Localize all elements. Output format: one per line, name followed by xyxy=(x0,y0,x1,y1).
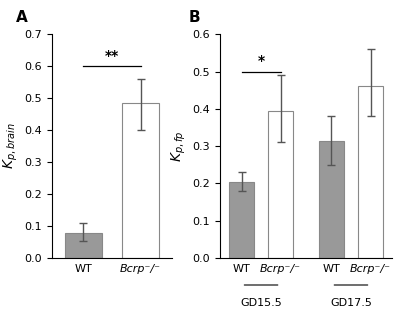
Y-axis label: $K_{p,fp}$: $K_{p,fp}$ xyxy=(170,130,188,162)
Bar xyxy=(229,182,254,258)
Bar xyxy=(268,111,293,258)
Bar xyxy=(65,233,102,258)
Bar xyxy=(319,141,344,258)
Text: *: * xyxy=(258,54,265,68)
Text: GD15.5: GD15.5 xyxy=(240,299,282,309)
Text: A: A xyxy=(16,10,28,25)
Text: GD17.5: GD17.5 xyxy=(330,299,372,309)
Text: B: B xyxy=(189,10,201,25)
Y-axis label: $K_{p,brain}$: $K_{p,brain}$ xyxy=(2,123,20,169)
Bar xyxy=(122,103,159,258)
Bar xyxy=(358,86,383,258)
Text: **: ** xyxy=(105,49,119,63)
